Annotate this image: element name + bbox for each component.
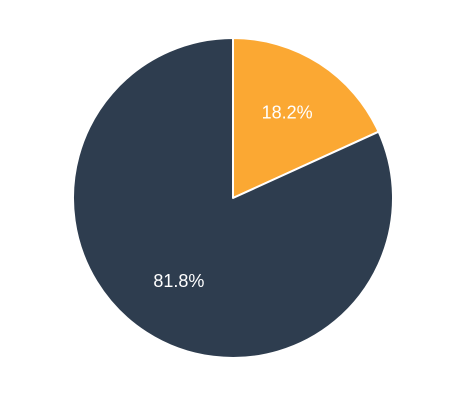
pie-slice-label-0: 18.2% (262, 103, 313, 123)
pie-slices (72, 37, 394, 359)
pie-labels: 18.2% 81.8% (153, 103, 312, 291)
pie-slice-1 (72, 37, 394, 359)
pie-slice-0 (232, 37, 380, 199)
pie-slice-label-1: 81.8% (153, 271, 204, 291)
